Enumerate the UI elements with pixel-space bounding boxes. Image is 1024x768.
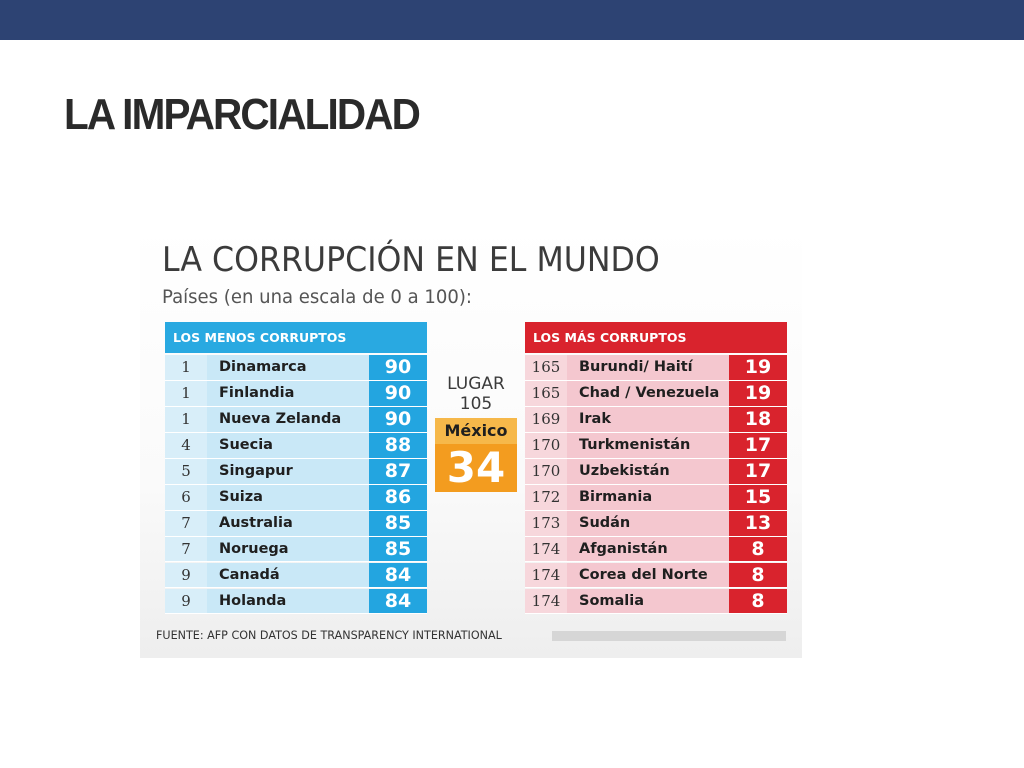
score-cell: 19 xyxy=(729,355,787,381)
mexico-rank: 105 xyxy=(459,394,493,414)
most-corrupt-row: 174 Afganistán 8 xyxy=(525,536,787,563)
least-corrupt-panel: LOS MENOS CORRUPTOS 1 Dinamarca 90 1 Finland… xyxy=(165,322,427,615)
mexico-highlight: LUGAR 105 México 34 xyxy=(435,374,517,492)
rank-cell: 6 xyxy=(165,484,207,511)
rank-cell: 5 xyxy=(165,458,207,485)
slide-title: LA IMPARCIALIDAD xyxy=(64,90,421,139)
score-cell: 8 xyxy=(729,588,787,615)
score-cell: 19 xyxy=(729,380,787,407)
country-cell: Turkmenistán xyxy=(567,432,729,459)
most-corrupt-header: LOS MÁS CORRUPTOS xyxy=(525,322,787,353)
country-cell: Nueva Zelanda xyxy=(207,406,369,433)
least-corrupt-row: 7 Australia 85 xyxy=(165,510,427,537)
least-corrupt-row: 4 Suecia 88 xyxy=(165,432,427,459)
mexico-score: 34 xyxy=(435,444,517,492)
least-corrupt-row: 1 Finlandia 90 xyxy=(165,380,427,407)
most-corrupt-row: 170 Uzbekistán 17 xyxy=(525,458,787,485)
most-corrupt-row: 172 Birmania 15 xyxy=(525,484,787,511)
infographic-subtitle: Países (en una escala de 0 a 100): xyxy=(162,286,473,308)
country-cell: Singapur xyxy=(207,458,369,485)
least-corrupt-row: 9 Holanda 84 xyxy=(165,588,427,615)
country-cell: Noruega xyxy=(207,536,369,563)
rank-cell: 174 xyxy=(525,562,567,589)
score-cell: 15 xyxy=(729,484,787,511)
score-cell: 18 xyxy=(729,406,787,433)
rank-cell: 7 xyxy=(165,510,207,537)
mexico-lugar-label: LUGAR xyxy=(447,374,505,394)
country-cell: Afganistán xyxy=(567,536,729,563)
country-cell: Birmania xyxy=(567,484,729,511)
country-cell: Uzbekistán xyxy=(567,458,729,485)
country-cell: Somalia xyxy=(567,588,729,615)
most-corrupt-panel: LOS MÁS CORRUPTOS 165 Burundi/ Haití 19 165… xyxy=(525,322,787,615)
rank-cell: 174 xyxy=(525,588,567,615)
mexico-name: México xyxy=(435,418,517,444)
least-corrupt-row: 6 Suiza 86 xyxy=(165,484,427,511)
country-cell: Irak xyxy=(567,406,729,433)
least-corrupt-header: LOS MENOS CORRUPTOS xyxy=(165,322,427,353)
rank-cell: 174 xyxy=(525,536,567,563)
score-cell: 87 xyxy=(369,458,427,485)
score-cell: 88 xyxy=(369,432,427,459)
score-cell: 90 xyxy=(369,380,427,407)
rank-cell: 1 xyxy=(165,355,207,381)
most-corrupt-row: 174 Corea del Norte 8 xyxy=(525,562,787,589)
country-cell: Sudán xyxy=(567,510,729,537)
rank-cell: 170 xyxy=(525,458,567,485)
most-corrupt-list: 165 Burundi/ Haití 19 165 Chad / Venezuela 19… xyxy=(525,355,787,615)
source-divider xyxy=(552,631,786,641)
score-cell: 8 xyxy=(729,562,787,589)
score-cell: 84 xyxy=(369,562,427,589)
rank-cell: 9 xyxy=(165,588,207,615)
score-cell: 90 xyxy=(369,355,427,381)
most-corrupt-row: 174 Somalia 8 xyxy=(525,588,787,615)
rank-cell: 169 xyxy=(525,406,567,433)
rank-cell: 173 xyxy=(525,510,567,537)
infographic-title: LA CORRUPCIÓN EN EL MUNDO xyxy=(162,240,660,280)
rank-cell: 165 xyxy=(525,355,567,381)
score-cell: 85 xyxy=(369,536,427,563)
rank-cell: 1 xyxy=(165,380,207,407)
rank-cell: 1 xyxy=(165,406,207,433)
country-cell: Australia xyxy=(207,510,369,537)
top-banner xyxy=(0,0,1024,40)
country-cell: Finlandia xyxy=(207,380,369,407)
rank-cell: 4 xyxy=(165,432,207,459)
corruption-infographic: LA CORRUPCIÓN EN EL MUNDO Países (en una… xyxy=(140,224,802,658)
most-corrupt-row: 165 Chad / Venezuela 19 xyxy=(525,380,787,407)
rank-cell: 9 xyxy=(165,562,207,589)
score-cell: 8 xyxy=(729,536,787,563)
least-corrupt-row: 7 Noruega 85 xyxy=(165,536,427,563)
score-cell: 13 xyxy=(729,510,787,537)
score-cell: 84 xyxy=(369,588,427,615)
least-corrupt-row: 1 Dinamarca 90 xyxy=(165,355,427,381)
rank-cell: 7 xyxy=(165,536,207,563)
rank-cell: 170 xyxy=(525,432,567,459)
score-cell: 17 xyxy=(729,458,787,485)
most-corrupt-row: 169 Irak 18 xyxy=(525,406,787,433)
country-cell: Suiza xyxy=(207,484,369,511)
least-corrupt-row: 5 Singapur 87 xyxy=(165,458,427,485)
source-note: FUENTE: AFP CON DATOS DE TRANSPARENCY IN… xyxy=(156,628,502,642)
score-cell: 90 xyxy=(369,406,427,433)
country-cell: Dinamarca xyxy=(207,355,369,381)
country-cell: Chad / Venezuela xyxy=(567,380,729,407)
country-cell: Corea del Norte xyxy=(567,562,729,589)
country-cell: Canadá xyxy=(207,562,369,589)
least-corrupt-row: 9 Canadá 84 xyxy=(165,562,427,589)
country-cell: Suecia xyxy=(207,432,369,459)
score-cell: 86 xyxy=(369,484,427,511)
most-corrupt-row: 170 Turkmenistán 17 xyxy=(525,432,787,459)
least-corrupt-row: 1 Nueva Zelanda 90 xyxy=(165,406,427,433)
country-cell: Holanda xyxy=(207,588,369,615)
rank-cell: 172 xyxy=(525,484,567,511)
least-corrupt-list: 1 Dinamarca 90 1 Finlandia 90 1 Nueva Zelanda 90… xyxy=(165,355,427,615)
country-cell: Burundi/ Haití xyxy=(567,355,729,381)
score-cell: 17 xyxy=(729,432,787,459)
rank-cell: 165 xyxy=(525,380,567,407)
most-corrupt-row: 165 Burundi/ Haití 19 xyxy=(525,355,787,381)
most-corrupt-row: 173 Sudán 13 xyxy=(525,510,787,537)
score-cell: 85 xyxy=(369,510,427,537)
